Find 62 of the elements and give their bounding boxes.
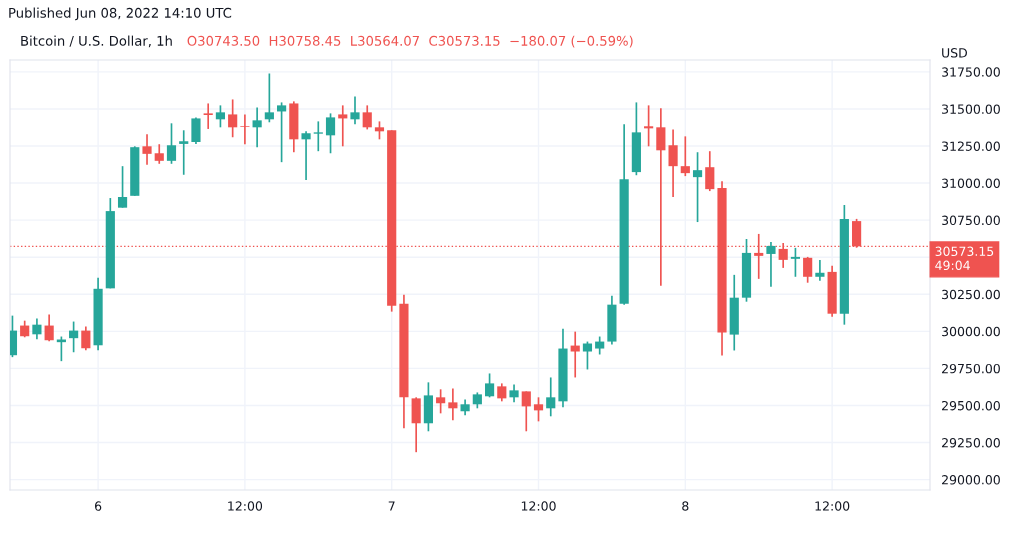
text: Published Jun 08, 2022 14:10 UTC [9, 7, 232, 21]
chart-title: Bitcoin / U.S. Dollar, 1h [21, 35, 172, 48]
x-tick-label: 12:00 [521, 501, 556, 511]
candlestick [301, 130, 311, 181]
candlestick [668, 128, 678, 198]
y-tick-label: 29500.00 [942, 400, 1000, 411]
candlestick [644, 104, 654, 148]
candlestick [803, 256, 813, 284]
x-tick-label: 6 [94, 501, 102, 511]
candlestick [436, 388, 446, 415]
y-tick-label: 30000.00 [942, 326, 1000, 337]
y-tick-label: 30250.00 [942, 289, 1000, 300]
x-tick-label: 7 [388, 501, 395, 511]
candlestick [215, 104, 226, 129]
candlestick [142, 133, 152, 166]
y-tick-label: 31250.00 [942, 141, 1000, 151]
y-tick-label: 31750.00 [942, 67, 1000, 77]
candlestick [680, 135, 690, 177]
candlestick [117, 165, 128, 209]
candlestick [32, 317, 42, 341]
candlestick [484, 372, 495, 399]
candlestick [191, 116, 201, 145]
chart-subtitle: O30743.50 H30758.45 L30564.07 C30573.15 −180.07 (−0.59%) [187, 35, 633, 48]
x-tick-label: 12:00 [815, 501, 850, 511]
candlestick [350, 95, 360, 126]
ref-line-label: 30573.15 49:04 [935, 246, 994, 271]
candlestick [546, 376, 556, 418]
candlestick [582, 340, 593, 371]
candlestick [815, 259, 825, 282]
candlestick [766, 241, 776, 288]
candlestick [570, 330, 580, 379]
y-tick-label: 31000.00 [942, 178, 1000, 188]
candlestick [338, 104, 348, 148]
candlestick [448, 387, 458, 422]
candlestick [240, 113, 250, 146]
candlestick [521, 390, 531, 433]
candlestick [705, 150, 715, 192]
candlestick [277, 101, 287, 163]
y-axis-title: USD [942, 48, 968, 58]
x-tick-label: 12:00 [228, 501, 263, 511]
candlestick [228, 98, 238, 139]
y-tick-label: 29250.00 [942, 438, 1000, 448]
candlestick [44, 313, 54, 343]
candlestick [533, 396, 544, 423]
x-tick-label: 8 [682, 501, 689, 511]
candlestick [325, 112, 336, 155]
candlestick [154, 143, 164, 165]
y-tick-label: 29000.00 [942, 475, 1000, 485]
candlestick [790, 247, 801, 278]
y-tick-label: 31500.00 [942, 104, 1000, 114]
candlestick [692, 151, 703, 223]
candlestick [264, 72, 274, 124]
candlestick [203, 102, 213, 130]
candlestick [81, 325, 91, 352]
candlestick [69, 320, 79, 354]
candlestick [252, 106, 262, 149]
y-tick-label: 30750.00 [942, 215, 1000, 226]
candlestick [313, 120, 323, 153]
candlestick [166, 122, 177, 165]
candlestick [179, 129, 189, 176]
y-tick-label: 29750.00 [942, 363, 1000, 374]
candlestick [362, 104, 372, 131]
